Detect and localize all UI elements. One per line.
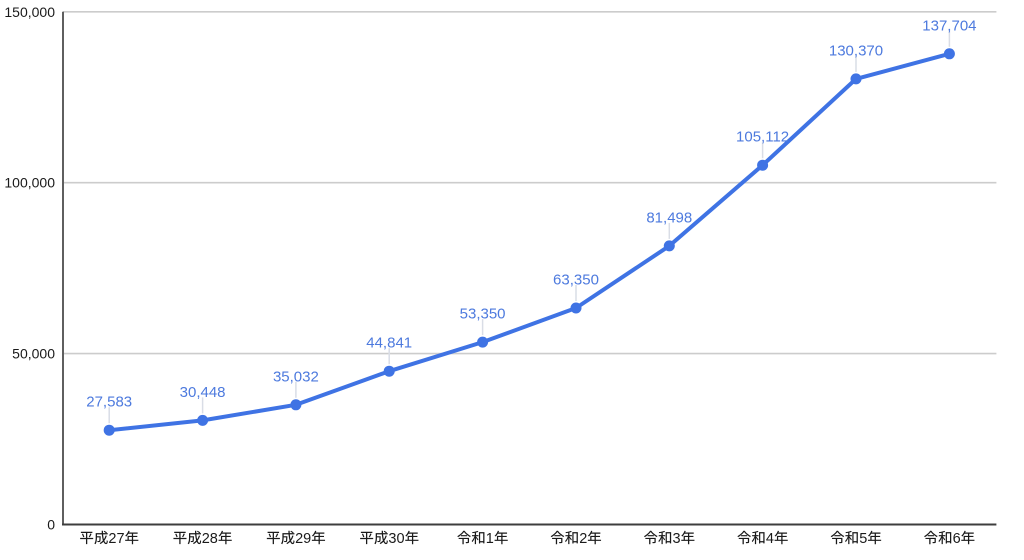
svg-text:150,000: 150,000	[4, 4, 55, 20]
svg-text:6: 6	[953, 531, 961, 547]
svg-text:2: 2	[579, 531, 587, 547]
svg-text:27,583: 27,583	[86, 394, 132, 411]
svg-text:4: 4	[766, 531, 774, 547]
svg-text:5: 5	[859, 531, 867, 547]
svg-text:35,032: 35,032	[273, 368, 319, 385]
svg-text:0: 0	[47, 517, 55, 533]
svg-text:137,704: 137,704	[922, 17, 976, 34]
svg-text:27: 27	[108, 531, 124, 547]
svg-text:30,448: 30,448	[180, 384, 226, 401]
svg-text:44,841: 44,841	[366, 335, 412, 352]
svg-text:29: 29	[295, 531, 311, 547]
svg-text:1: 1	[486, 531, 494, 547]
svg-text:63,350: 63,350	[553, 272, 599, 289]
svg-text:100,000: 100,000	[4, 175, 55, 191]
svg-text:50,000: 50,000	[12, 346, 55, 362]
svg-text:28: 28	[202, 531, 218, 547]
svg-text:130,370: 130,370	[829, 42, 883, 59]
svg-text:81,498: 81,498	[646, 209, 692, 226]
svg-text:53,350: 53,350	[460, 306, 506, 323]
svg-text:30: 30	[388, 531, 404, 547]
svg-text:105,112: 105,112	[736, 129, 789, 146]
svg-text:3: 3	[673, 531, 681, 547]
